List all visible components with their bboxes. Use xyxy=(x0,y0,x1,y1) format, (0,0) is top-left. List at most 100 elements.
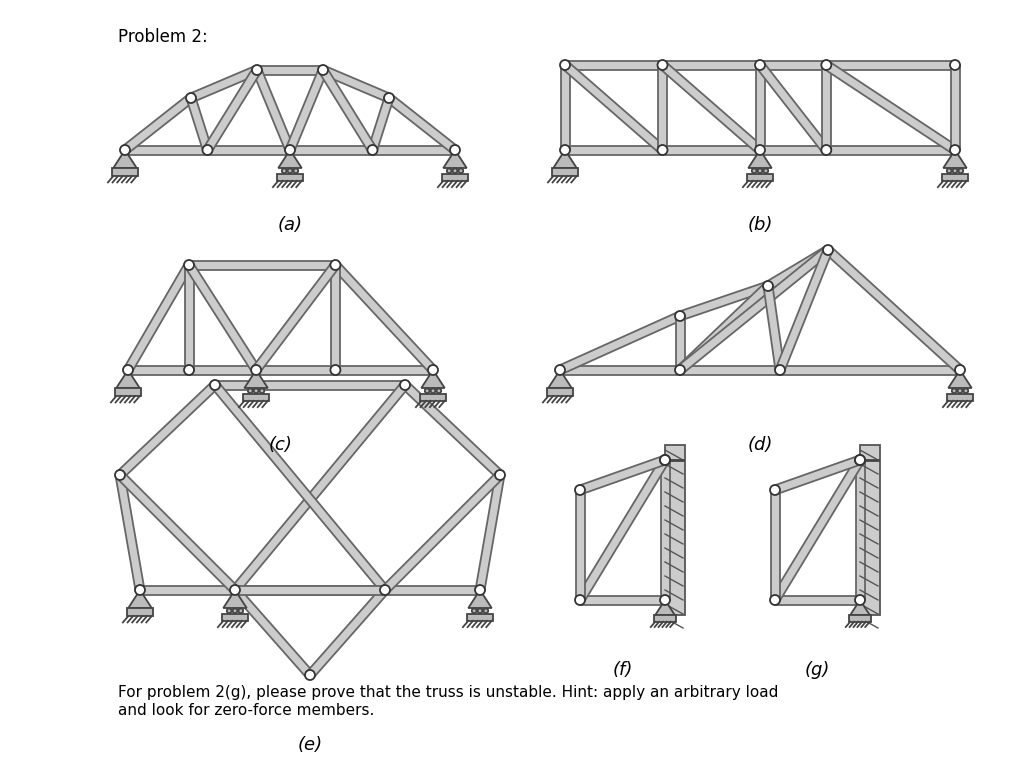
Circle shape xyxy=(425,388,429,393)
Text: (e): (e) xyxy=(297,736,323,754)
Polygon shape xyxy=(565,60,663,69)
Circle shape xyxy=(823,245,833,255)
Polygon shape xyxy=(223,590,247,608)
Circle shape xyxy=(560,145,570,155)
Polygon shape xyxy=(575,490,585,600)
Polygon shape xyxy=(679,282,769,320)
Circle shape xyxy=(210,380,220,390)
Polygon shape xyxy=(655,600,675,615)
Circle shape xyxy=(453,168,458,173)
Polygon shape xyxy=(825,247,963,374)
Polygon shape xyxy=(580,595,665,604)
Polygon shape xyxy=(117,472,239,593)
Circle shape xyxy=(575,595,585,605)
Polygon shape xyxy=(760,145,826,154)
Polygon shape xyxy=(560,365,680,374)
Polygon shape xyxy=(212,382,388,593)
Polygon shape xyxy=(764,286,784,371)
Polygon shape xyxy=(943,150,967,168)
Circle shape xyxy=(254,388,258,393)
Polygon shape xyxy=(565,145,663,154)
Circle shape xyxy=(331,365,340,375)
Circle shape xyxy=(135,585,145,595)
Polygon shape xyxy=(850,600,869,615)
Polygon shape xyxy=(401,381,503,479)
Polygon shape xyxy=(756,65,765,150)
Circle shape xyxy=(472,608,476,613)
Polygon shape xyxy=(208,145,290,154)
Text: For problem 2(g), please prove that the truss is unstable. Hint: apply an arbitr: For problem 2(g), please prove that the … xyxy=(118,685,778,700)
Circle shape xyxy=(318,65,328,75)
Circle shape xyxy=(288,168,292,173)
Polygon shape xyxy=(382,472,503,593)
Circle shape xyxy=(950,145,961,155)
Circle shape xyxy=(957,388,963,393)
Polygon shape xyxy=(306,587,388,678)
Circle shape xyxy=(763,281,773,291)
Circle shape xyxy=(380,585,390,595)
Polygon shape xyxy=(468,590,492,608)
Circle shape xyxy=(758,168,762,173)
Polygon shape xyxy=(253,68,294,152)
Polygon shape xyxy=(290,145,373,154)
Bar xyxy=(748,174,773,181)
Polygon shape xyxy=(855,460,864,600)
Circle shape xyxy=(248,388,253,393)
Polygon shape xyxy=(950,65,959,150)
Polygon shape xyxy=(776,249,833,371)
Circle shape xyxy=(477,608,482,613)
Polygon shape xyxy=(186,96,212,151)
Circle shape xyxy=(305,670,315,680)
Circle shape xyxy=(239,608,243,613)
Polygon shape xyxy=(560,65,569,150)
Polygon shape xyxy=(766,246,830,290)
Circle shape xyxy=(123,365,133,375)
Circle shape xyxy=(675,365,685,375)
Polygon shape xyxy=(331,265,340,370)
Polygon shape xyxy=(184,265,194,370)
Bar xyxy=(222,614,248,621)
Polygon shape xyxy=(332,262,436,373)
Circle shape xyxy=(770,485,780,495)
Bar xyxy=(947,394,973,401)
Polygon shape xyxy=(780,365,961,374)
Polygon shape xyxy=(421,370,444,388)
Bar xyxy=(127,608,153,616)
Polygon shape xyxy=(663,145,760,154)
Polygon shape xyxy=(553,150,577,168)
Circle shape xyxy=(331,260,340,270)
Polygon shape xyxy=(204,68,261,152)
Bar xyxy=(467,614,493,621)
Circle shape xyxy=(575,485,585,495)
Text: (g): (g) xyxy=(805,661,830,679)
Circle shape xyxy=(186,93,196,103)
Circle shape xyxy=(675,311,685,321)
Polygon shape xyxy=(658,65,667,150)
Circle shape xyxy=(431,388,435,393)
Circle shape xyxy=(755,60,765,70)
Polygon shape xyxy=(826,60,955,69)
Circle shape xyxy=(400,380,410,390)
Polygon shape xyxy=(128,365,433,374)
Polygon shape xyxy=(279,150,302,168)
Polygon shape xyxy=(775,595,860,604)
Circle shape xyxy=(755,145,765,155)
Polygon shape xyxy=(386,94,458,154)
Circle shape xyxy=(184,260,194,270)
Polygon shape xyxy=(140,585,480,594)
Bar xyxy=(115,388,141,396)
Bar xyxy=(860,445,880,615)
Polygon shape xyxy=(114,150,136,168)
Bar xyxy=(113,168,138,176)
Circle shape xyxy=(251,365,261,375)
Text: (b): (b) xyxy=(748,216,773,234)
Polygon shape xyxy=(659,62,763,154)
Circle shape xyxy=(952,388,956,393)
Circle shape xyxy=(184,365,194,375)
Bar xyxy=(442,174,468,181)
Polygon shape xyxy=(369,96,393,151)
Polygon shape xyxy=(189,66,259,102)
Polygon shape xyxy=(757,63,829,153)
Polygon shape xyxy=(677,283,771,373)
Polygon shape xyxy=(231,382,409,593)
